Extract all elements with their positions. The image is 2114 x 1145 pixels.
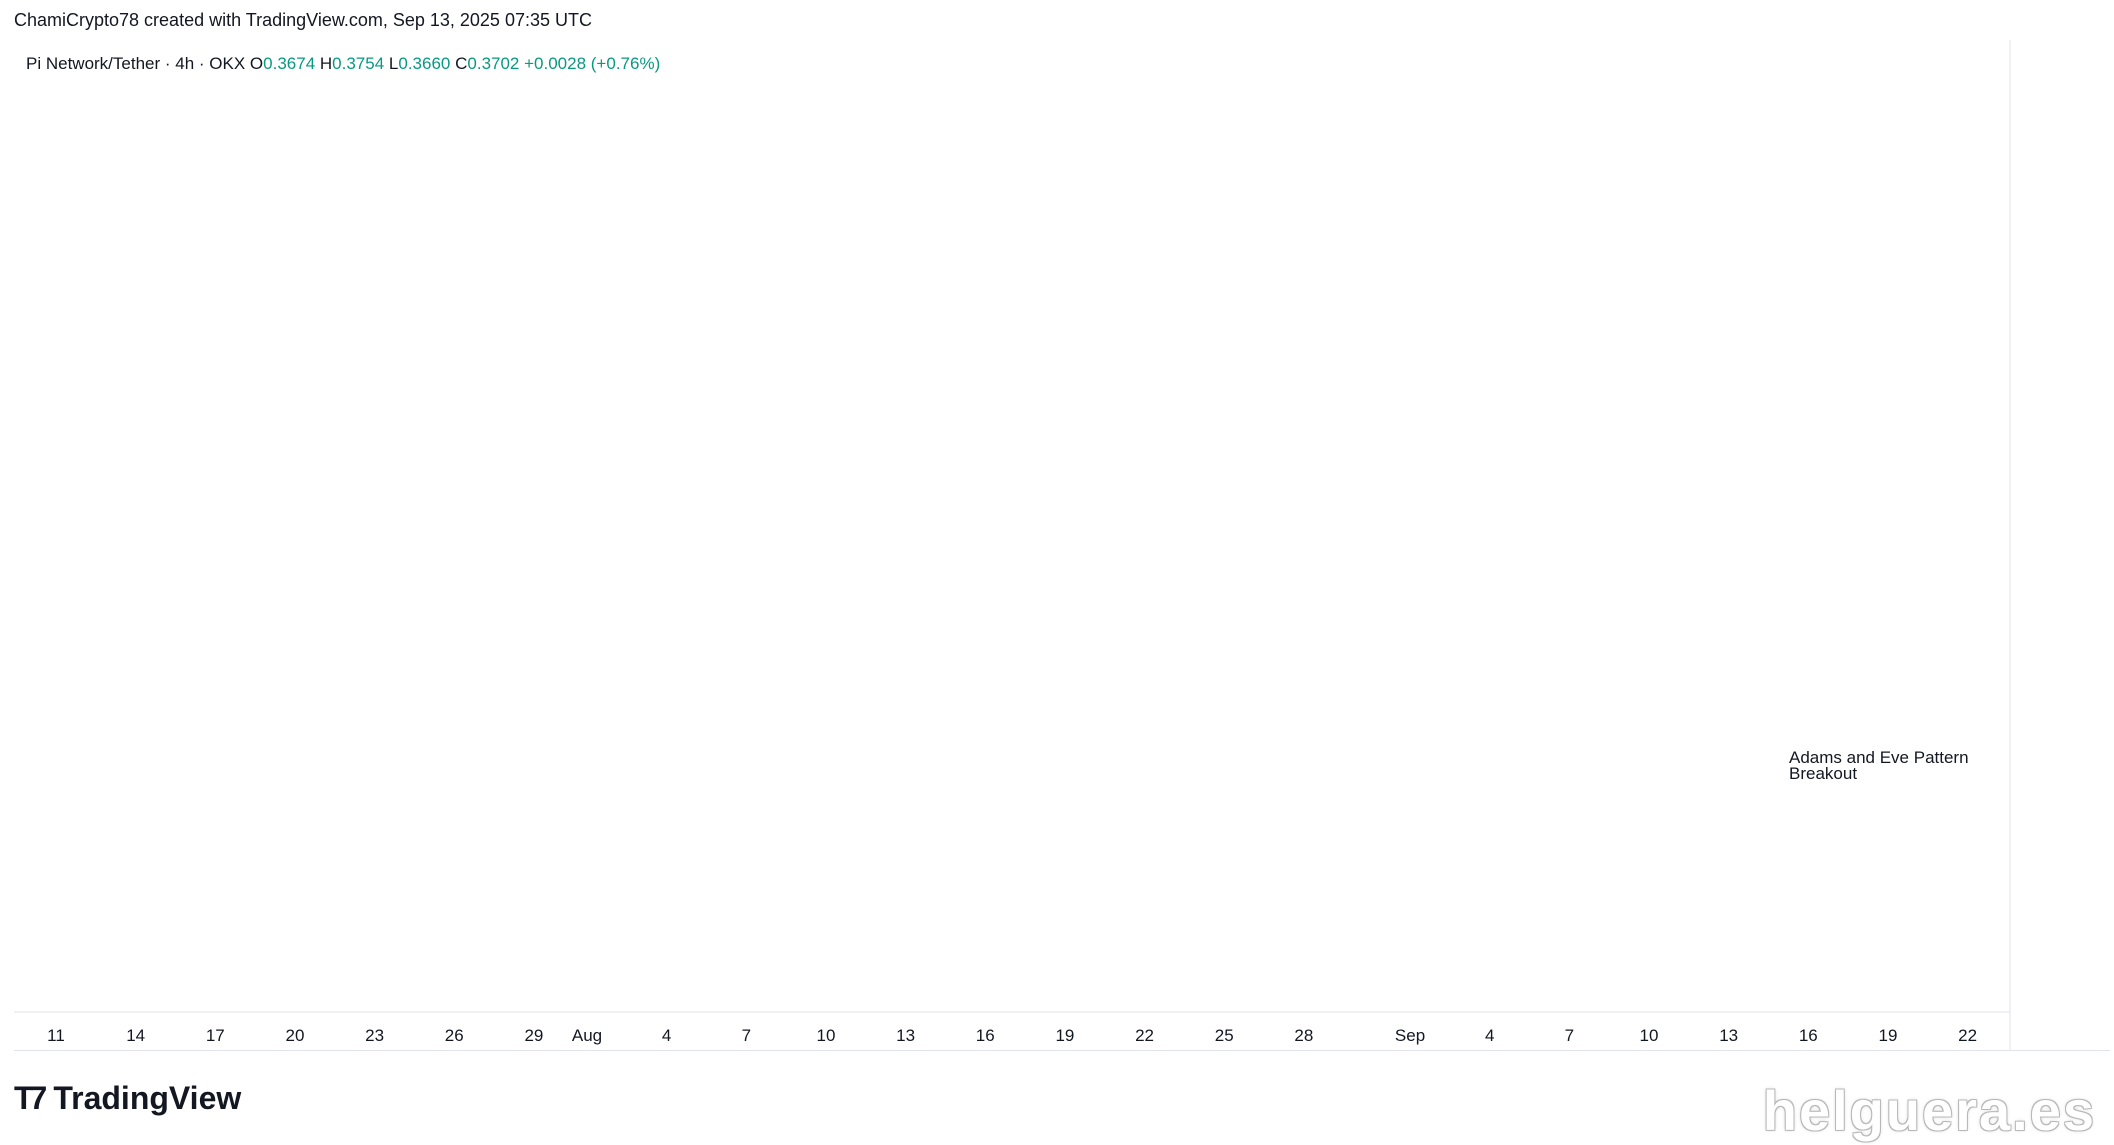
x-tick-label: 17 [206,1026,225,1045]
close-value: 0.3702 [467,54,520,73]
attribution-text: ChamiCrypto78 created with TradingView.c… [14,10,592,30]
low-value: 0.3660 [398,54,451,73]
x-tick-label: 19 [1878,1026,1897,1045]
x-tick-label: 7 [742,1026,751,1045]
x-tick-label: 10 [1640,1026,1659,1045]
x-tick-label: 25 [1215,1026,1234,1045]
x-tick-label: 26 [445,1026,464,1045]
tradingview-wordmark: TradingView [53,1080,242,1116]
chart-bottom-rule [14,1050,2110,1051]
x-tick-label: 13 [896,1026,915,1045]
open-value: 0.3674 [263,54,316,73]
close-label: C [455,54,468,73]
x-tick-label: Sep [1395,1026,1425,1045]
pattern-annotation: Adams and Eve Pattern [1789,748,1969,767]
high-value: 0.3754 [332,54,385,73]
pattern-annotation-line2: Breakout [1789,764,1857,783]
x-tick-label: 10 [816,1026,835,1045]
x-tick-label: 16 [976,1026,995,1045]
x-tick-label: 22 [1958,1026,1977,1045]
tradingview-logo[interactable]: T7 TradingView [14,1080,241,1117]
x-tick-label: 23 [365,1026,384,1045]
x-tick-label: 29 [524,1026,543,1045]
x-tick-label: 11 [47,1026,65,1045]
x-tick-label: 14 [126,1026,145,1045]
x-tick-label: 28 [1294,1026,1313,1045]
x-axis-ticks: 11 14 17 20 23 26 29 Aug 4 7 10 13 16 19 22 25 28 Sep 4 7 10… [47,1026,1977,1045]
change-value: +0.0028 (+0.76%) [524,54,661,73]
x-tick-label: 20 [285,1026,304,1045]
x-tick-label: Aug [572,1026,602,1045]
tradingview-mark-icon: T7 [14,1080,47,1116]
symbol-label[interactable]: Pi Network/Tether · 4h · OKX [26,54,246,73]
x-tick-label: 4 [1485,1026,1494,1045]
open-label: O [249,54,264,73]
watermark: helguera.es [1762,1079,2096,1142]
x-tick-label: 13 [1719,1026,1738,1045]
ohlc-legend: Pi Network/Tether · 4h · OKX O0.3674 H0.… [26,54,660,74]
low-label: L [388,54,399,73]
x-tick-label: 16 [1799,1026,1818,1045]
x-tick-label: 22 [1135,1026,1154,1045]
x-tick-label: 19 [1055,1026,1074,1045]
x-tick-label: 7 [1565,1026,1574,1045]
high-label: H [319,54,333,73]
x-tick-label: 4 [662,1026,671,1045]
